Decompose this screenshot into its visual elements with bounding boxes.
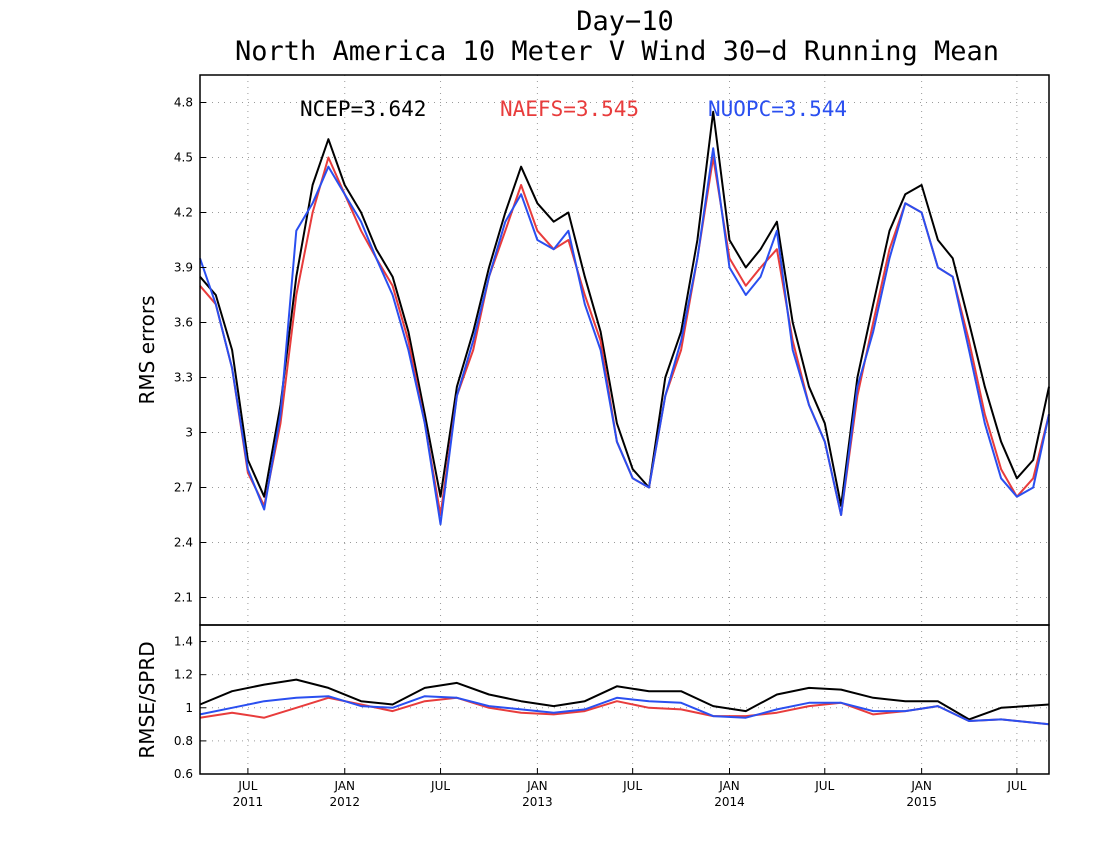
chart-title-line2: North America 10 Meter V Wind 30−d Runni…	[235, 36, 999, 67]
x-tick-month-label: JUL	[237, 779, 257, 793]
x-tick-month-label: JAN	[333, 779, 355, 793]
rms-errors-y-tick-label: 3	[185, 426, 193, 440]
legend-nuopc: NUOPC=3.544	[708, 97, 847, 121]
rmse-sprd-series-nuopc	[199, 695, 1050, 726]
x-tick-month-label: JUL	[430, 779, 450, 793]
legend-naefs: NAEFS=3.545	[500, 97, 639, 121]
rms-errors-series-nuopc	[199, 147, 1050, 526]
rmse-sprd-axis-label: RMSE/SPRD	[135, 641, 159, 758]
x-tick-month-label: JUL	[814, 779, 834, 793]
x-tick-month-label: JUL	[622, 779, 642, 793]
rms-errors-y-tick-label: 2.7	[174, 481, 193, 495]
rms-errors-panel: 2.12.42.733.33.63.94.24.54.8 RMS errors …	[135, 75, 1050, 625]
x-tick-year-label: 2012	[329, 795, 360, 809]
rms-errors-y-ticks: 2.1 2.4 2.7 3 3.3 3.6 3.9 4.2 4.5 4.8	[174, 96, 206, 605]
x-tick-year-label: 2011	[233, 795, 264, 809]
x-tick-month-label: JAN	[718, 779, 740, 793]
x-tick-year-label: 2015	[906, 795, 937, 809]
rms-errors-frame	[199, 74, 1050, 626]
legend-ncep: NCEP=3.642	[300, 97, 426, 121]
rms-errors-y-tick-label: 3.3	[174, 371, 193, 385]
rmse-sprd-y-ticks: 0.6 0.8 1 1.2 1.4	[174, 635, 206, 781]
x-tick-month-label: JUL	[1006, 779, 1026, 793]
rms-errors-y-tick-label: 2.4	[174, 536, 193, 550]
rms-errors-lines	[199, 110, 1050, 526]
rms-errors-y-tick-label: 4.8	[174, 96, 193, 110]
rms-errors-grid	[200, 75, 1049, 625]
rms-errors-series-ncep	[199, 110, 1050, 507]
rmse-sprd-grid	[200, 625, 1049, 775]
rmse-sprd-y-tick-label: 1	[185, 701, 193, 715]
rms-errors-y-tick-label: 3.9	[174, 261, 193, 275]
x-tick-month-label: JAN	[526, 779, 548, 793]
rmse-sprd-y-tick-label: 0.8	[174, 734, 193, 748]
chart-title-line1: Day−10	[576, 6, 674, 37]
x-tick-month-label: JAN	[910, 779, 932, 793]
rms-errors-y-tick-label: 3.6	[174, 316, 193, 330]
rms-errors-y-tick-label: 2.1	[174, 591, 193, 605]
rms-errors-y-tick-label: 4.5	[174, 151, 193, 165]
rmse-sprd-y-tick-label: 0.6	[174, 767, 193, 781]
rmse-sprd-y-tick-label: 1.4	[174, 635, 193, 649]
rms-errors-y-tick-label: 4.2	[174, 206, 193, 220]
rms-errors-axis-label: RMS errors	[135, 295, 159, 404]
rmse-sprd-frame	[199, 624, 1050, 775]
x-axis-ticks: JUL 2011 JAN 2012 JUL JAN 2013 JUL JAN 2014 JUL JAN…	[233, 768, 1027, 809]
x-tick-year-label: 2013	[522, 795, 553, 809]
rmse-sprd-lines	[199, 678, 1050, 726]
rmse-sprd-series-ncep	[199, 678, 1050, 721]
rmse-sprd-y-tick-label: 1.2	[174, 668, 193, 682]
x-tick-year-label: 2014	[714, 795, 745, 809]
rmse-sprd-panel: 0.6 0.8 1 1.2 1.4 RMSE/SPRD	[135, 625, 1050, 781]
